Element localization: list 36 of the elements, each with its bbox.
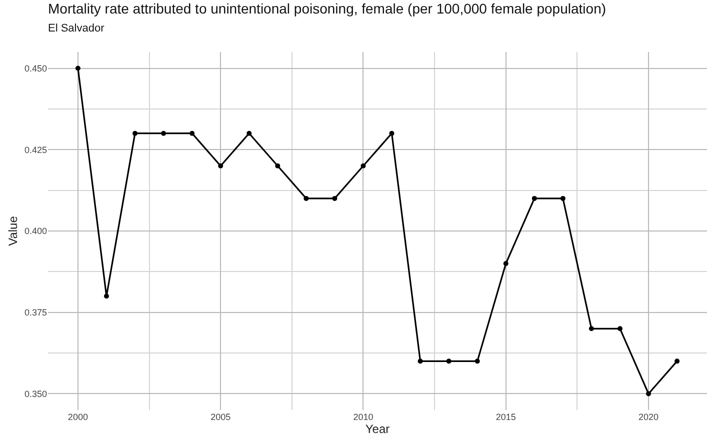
y-tick-label: 0.375 [24, 308, 47, 318]
point [474, 358, 480, 364]
point [132, 130, 138, 136]
point [360, 163, 366, 168]
x-tick-label: 2005 [210, 412, 231, 422]
chart-subtitle: El Salvador [48, 22, 105, 35]
point [246, 130, 252, 136]
point [503, 261, 508, 266]
x-tick-label: 2020 [638, 412, 659, 422]
y-tick-label: 0.400 [24, 226, 47, 236]
y-axis-title: Value [6, 216, 20, 246]
point [104, 294, 109, 299]
point [275, 163, 280, 168]
x-axis-title: Year [365, 422, 390, 436]
y-tick-label: 0.450 [24, 63, 47, 74]
point [75, 66, 80, 71]
x-tick-label: 2010 [353, 412, 374, 422]
chart-title: Mortality rate attributed to unintentional poisoning, female (per 100,000 female population) [48, 0, 606, 16]
point [617, 326, 622, 332]
y-tick-label: 0.350 [24, 388, 47, 399]
point [588, 326, 594, 332]
point [389, 130, 394, 136]
point [218, 163, 224, 168]
y-tick-label: 0.425 [24, 144, 47, 155]
point [532, 196, 537, 201]
point [446, 358, 452, 364]
x-tick-label: 2015 [496, 412, 516, 422]
point [190, 130, 195, 136]
point [161, 130, 166, 136]
point [418, 358, 423, 364]
x-tick-label: 2000 [68, 412, 88, 422]
point [332, 196, 338, 201]
point [646, 391, 652, 396]
point [560, 196, 566, 201]
point [304, 196, 309, 201]
point [674, 358, 680, 364]
